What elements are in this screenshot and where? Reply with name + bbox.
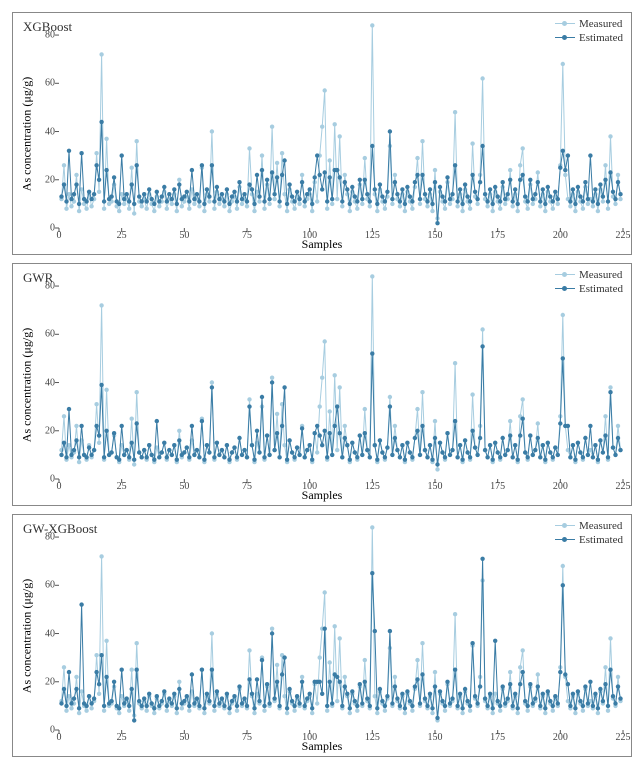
legend: Measured Estimated xyxy=(555,17,623,45)
x-tick-label: 125 xyxy=(365,481,380,492)
y-tick-label: 40 xyxy=(45,126,55,137)
x-tick-label: 225 xyxy=(616,230,631,241)
x-tick-label: 0 xyxy=(57,481,62,492)
legend-label: Measured xyxy=(579,520,622,532)
x-tick-label: 100 xyxy=(302,230,317,241)
y-tick-label: 0 xyxy=(50,223,55,234)
legend: Measured Estimated xyxy=(555,268,623,296)
legend-item: Estimated xyxy=(555,31,623,45)
x-tick-label: 25 xyxy=(117,230,127,241)
x-tick-label: 125 xyxy=(365,230,380,241)
y-tick-label: 0 xyxy=(50,474,55,485)
y-axis-label: As concentration (μg/g) xyxy=(20,327,35,441)
x-tick-label: 50 xyxy=(179,732,189,743)
y-tick-label: 20 xyxy=(45,174,55,185)
y-tick-label: 20 xyxy=(45,676,55,687)
legend-item: Estimated xyxy=(555,533,623,547)
y-tick-label: 40 xyxy=(45,628,55,639)
chart-panel: GW-XGBoost Measured Estimated As concentrat… xyxy=(12,514,632,757)
x-tick-label: 25 xyxy=(117,732,127,743)
x-tick-label: 150 xyxy=(428,732,443,743)
legend-swatch xyxy=(555,521,575,531)
chart-panel: XGBoostMeasuredEstimatedAs concentration… xyxy=(12,12,632,255)
x-tick-label: 200 xyxy=(553,481,568,492)
x-tick-label: 150 xyxy=(428,230,443,241)
x-tick-label: 175 xyxy=(490,732,505,743)
legend-label: Measured xyxy=(579,18,622,30)
x-tick-label: 0 xyxy=(57,230,62,241)
legend-swatch xyxy=(555,535,575,545)
x-tick-label: 75 xyxy=(242,230,252,241)
y-tick-label: 40 xyxy=(45,377,55,388)
x-tick-label: 200 xyxy=(553,230,568,241)
y-tick-label: 60 xyxy=(45,78,55,89)
estimated-series xyxy=(59,344,622,467)
y-axis-label: As concentration (μg/g) xyxy=(20,578,35,692)
x-tick-label: 50 xyxy=(179,481,189,492)
x-tick-label: 200 xyxy=(553,732,568,743)
chart-panel: GWRMeasuredEstimatedAs concentration (μg… xyxy=(12,263,632,506)
legend-label: Estimated xyxy=(579,32,623,44)
y-tick-label: 60 xyxy=(45,329,55,340)
legend-swatch xyxy=(555,270,575,280)
x-tick-label: 125 xyxy=(365,732,380,743)
x-tick-label: 225 xyxy=(616,481,631,492)
y-tick-label: 80 xyxy=(45,30,55,41)
x-tick-label: 150 xyxy=(428,481,443,492)
chart-svg xyxy=(13,264,633,507)
legend-label: Estimated xyxy=(579,534,623,546)
y-tick-label: 80 xyxy=(45,532,55,543)
legend-swatch xyxy=(555,19,575,29)
legend-swatch xyxy=(555,284,575,294)
x-tick-label: 25 xyxy=(117,481,127,492)
legend-item: Measured xyxy=(555,17,623,31)
panel-title: GW-XGBoost xyxy=(23,521,97,537)
legend-swatch xyxy=(555,33,575,43)
y-tick-label: 60 xyxy=(45,580,55,591)
x-tick-label: 0 xyxy=(57,732,62,743)
legend: Measured Estimated xyxy=(555,519,623,547)
x-tick-label: 100 xyxy=(302,481,317,492)
x-tick-label: 50 xyxy=(179,230,189,241)
legend-label: Measured xyxy=(579,269,622,281)
chart-svg xyxy=(13,515,633,758)
chart-svg xyxy=(13,13,633,256)
legend-item: Measured xyxy=(555,268,623,282)
y-tick-label: 20 xyxy=(45,425,55,436)
x-tick-label: 225 xyxy=(616,732,631,743)
legend-item: Estimated xyxy=(555,282,623,296)
y-tick-label: 80 xyxy=(45,281,55,292)
x-tick-label: 75 xyxy=(242,481,252,492)
x-tick-label: 75 xyxy=(242,732,252,743)
y-axis-label: As concentration (μg/g) xyxy=(20,76,35,190)
legend-item: Measured xyxy=(555,519,623,533)
x-tick-label: 175 xyxy=(490,230,505,241)
x-tick-label: 100 xyxy=(302,732,317,743)
y-tick-label: 0 xyxy=(50,725,55,736)
x-tick-label: 175 xyxy=(490,481,505,492)
legend-label: Estimated xyxy=(579,283,623,295)
